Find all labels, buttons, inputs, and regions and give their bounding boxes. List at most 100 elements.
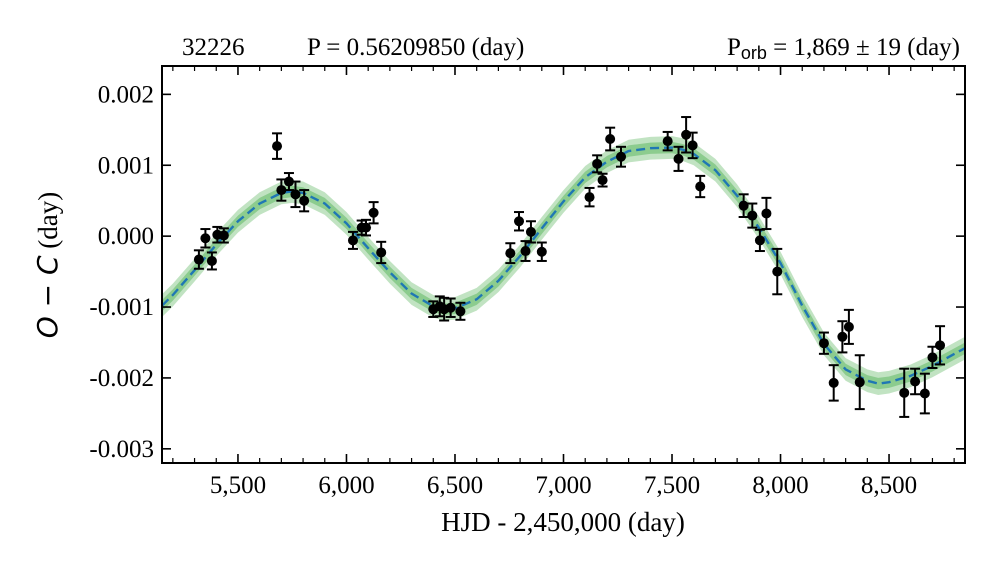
data-point <box>605 126 616 152</box>
data-point <box>616 145 627 168</box>
data-marker <box>681 129 692 140</box>
y-tick-label: 0.001 <box>98 152 154 179</box>
data-point <box>592 154 603 174</box>
data-marker <box>837 331 848 342</box>
data-marker <box>283 176 294 187</box>
data-point <box>283 172 294 192</box>
data-marker <box>695 181 706 192</box>
data-point <box>368 201 379 225</box>
data-point <box>687 131 698 160</box>
data-marker <box>828 377 839 388</box>
data-point <box>695 174 706 199</box>
data-point <box>299 189 310 213</box>
data-marker <box>200 233 211 244</box>
data-marker <box>662 136 673 147</box>
data-marker <box>361 222 372 233</box>
data-points-layer <box>193 116 946 418</box>
x-tick-label: 8,000 <box>752 472 808 499</box>
data-marker <box>525 226 536 237</box>
data-point <box>761 196 772 231</box>
data-point <box>818 331 829 355</box>
data-marker <box>290 189 301 200</box>
model-fit-line <box>162 146 965 385</box>
data-point <box>272 132 283 160</box>
y-axis-label-italic: O − C <box>31 255 64 338</box>
data-marker <box>738 200 749 211</box>
data-marker <box>272 141 283 152</box>
data-marker <box>592 158 603 169</box>
data-point <box>505 242 516 265</box>
data-point <box>376 240 387 265</box>
data-marker <box>843 321 854 332</box>
x-axis-label: HJD - 2,450,000 (day) <box>441 507 685 537</box>
x-tick-label: 8,500 <box>861 472 917 499</box>
data-marker <box>754 235 765 246</box>
data-point <box>200 228 211 249</box>
data-marker <box>761 208 772 219</box>
axis-ticks <box>162 66 965 463</box>
data-marker <box>505 248 516 259</box>
data-point <box>193 249 204 270</box>
data-marker <box>605 134 616 145</box>
data-point <box>910 367 921 396</box>
y-tick-label: 0.002 <box>98 81 154 108</box>
y-axis-label: O − C (day) <box>31 192 64 339</box>
data-point <box>899 367 910 418</box>
data-point <box>738 193 749 219</box>
data-marker <box>854 377 865 388</box>
data-marker <box>376 247 387 258</box>
data-marker <box>927 352 938 363</box>
data-marker <box>772 266 783 277</box>
y-tick-label: -0.001 <box>89 294 154 321</box>
y-axis-label-unit: (day) <box>33 192 63 256</box>
data-point <box>276 178 287 202</box>
data-point <box>843 308 854 345</box>
data-point <box>455 301 466 321</box>
data-marker <box>584 192 595 203</box>
y-tick-label: -0.002 <box>89 365 154 392</box>
data-marker <box>910 376 921 387</box>
data-point <box>828 364 839 402</box>
model-curve-layer <box>162 146 965 385</box>
data-marker <box>747 210 758 221</box>
period-label: P = 0.56209850 (day) <box>307 34 524 61</box>
data-point <box>347 230 358 250</box>
x-tick-label: 7,500 <box>644 472 700 499</box>
data-point <box>290 180 301 209</box>
data-point <box>514 211 525 232</box>
data-point <box>206 251 217 271</box>
porb-subscript: orb <box>741 43 767 63</box>
data-point <box>935 325 946 366</box>
data-marker <box>673 153 684 164</box>
data-marker <box>368 207 379 218</box>
data-point <box>445 297 456 318</box>
data-point <box>525 220 536 244</box>
axis-tick-labels: 5,500 6,000 6,500 7,000 7,500 8,000 8,500 0.002… <box>89 81 917 499</box>
data-marker <box>899 387 910 398</box>
orbital-period-label: Porb = 1,869 ± 19 (day) <box>727 34 960 63</box>
data-point <box>218 227 229 244</box>
data-marker <box>616 151 627 162</box>
data-point <box>854 354 865 411</box>
data-marker <box>218 230 229 241</box>
data-marker <box>193 254 204 265</box>
data-marker <box>514 216 525 227</box>
y-tick-label: -0.003 <box>89 436 154 463</box>
data-marker <box>687 140 698 151</box>
data-marker <box>276 185 287 196</box>
porb-symbol: P <box>727 34 741 61</box>
x-tick-label: 6,500 <box>427 472 483 499</box>
plot-frame <box>161 65 966 464</box>
data-marker <box>935 340 946 351</box>
data-point <box>747 202 758 229</box>
data-marker <box>206 255 217 266</box>
data-point <box>597 172 608 188</box>
data-point <box>772 247 783 296</box>
model-band-outer <box>162 136 965 395</box>
porb-value: = 1,869 ± 19 (day) <box>767 34 960 61</box>
data-marker <box>536 246 547 257</box>
data-marker <box>818 338 829 349</box>
data-point <box>662 130 673 152</box>
data-marker <box>520 246 531 257</box>
